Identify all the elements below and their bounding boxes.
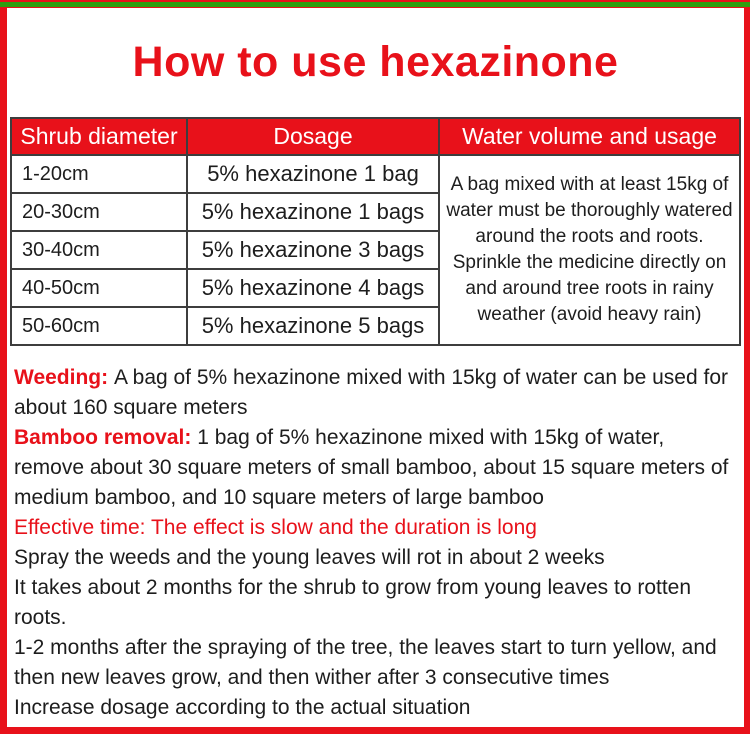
header-dosage: Dosage bbox=[186, 117, 440, 156]
note-spray-weeds: Spray the weeds and the young leaves wil… bbox=[14, 546, 605, 569]
table-header-row: Shrub diameter Dosage Water volume and u… bbox=[10, 117, 741, 156]
dosage-cell: 5% hexazinone 1 bag bbox=[186, 154, 440, 194]
dosage-table: Shrub diameter Dosage Water volume and u… bbox=[10, 117, 741, 346]
diameter-cell: 1-20cm bbox=[10, 154, 188, 194]
dosage-cell: 5% hexazinone 4 bags bbox=[186, 268, 440, 308]
green-accent-strip bbox=[0, 2, 750, 7]
note-bamboo-removal-label: Bamboo removal: bbox=[14, 426, 198, 449]
content-panel: How to use hexazinone Shrub diameter Dos… bbox=[7, 8, 744, 727]
diameter-cell: 40-50cm bbox=[10, 268, 188, 308]
note-weeding: Weeding: A bag of 5% hexazinone mixed wi… bbox=[14, 363, 734, 423]
table-row: 50-60cm 5% hexazinone 5 bags bbox=[10, 306, 740, 346]
diameter-cell: 20-30cm bbox=[10, 192, 188, 232]
header-water-volume-usage: Water volume and usage bbox=[438, 117, 741, 156]
note-increase-dosage: Increase dosage according to the actual … bbox=[14, 696, 471, 719]
note-bamboo-removal: Bamboo removal: 1 bag of 5% hexazinone m… bbox=[14, 423, 734, 513]
table-row: 40-50cm 5% hexazinone 4 bags bbox=[10, 268, 740, 308]
dosage-cell: 5% hexazinone 3 bags bbox=[186, 230, 440, 270]
table-row: 20-30cm 5% hexazinone 1 bags bbox=[10, 192, 740, 232]
note-bamboo-removal-text: 1 bag of 5% hexazinone mixed with 15kg o… bbox=[14, 426, 729, 509]
note-shrub-rot-duration: It takes about 2 months for the shrub to… bbox=[14, 576, 692, 629]
note-weeding-label: Weeding: bbox=[14, 366, 114, 389]
note-effective-time: Effective time: The effect is slow and t… bbox=[14, 516, 537, 539]
water-usage-cell: A bag mixed with at least 15kg of water … bbox=[438, 154, 741, 346]
note-spraying-cycle: 1-2 months after the spraying of the tre… bbox=[14, 636, 717, 689]
table-row: 1-20cm 5% hexazinone 1 bag A bag mixed w… bbox=[10, 154, 741, 346]
dosage-cell: 5% hexazinone 1 bags bbox=[186, 192, 440, 232]
page-title: How to use hexazinone bbox=[132, 38, 619, 86]
table-row: 30-40cm 5% hexazinone 3 bags bbox=[10, 230, 740, 270]
note-weeding-text: A bag of 5% hexazinone mixed with 15kg o… bbox=[14, 366, 728, 419]
dosage-cell: 5% hexazinone 5 bags bbox=[186, 306, 440, 346]
notes-section: Weeding: A bag of 5% hexazinone mixed wi… bbox=[14, 363, 734, 723]
diameter-cell: 30-40cm bbox=[10, 230, 188, 270]
diameter-cell: 50-60cm bbox=[10, 306, 188, 346]
header-shrub-diameter: Shrub diameter bbox=[10, 117, 188, 156]
